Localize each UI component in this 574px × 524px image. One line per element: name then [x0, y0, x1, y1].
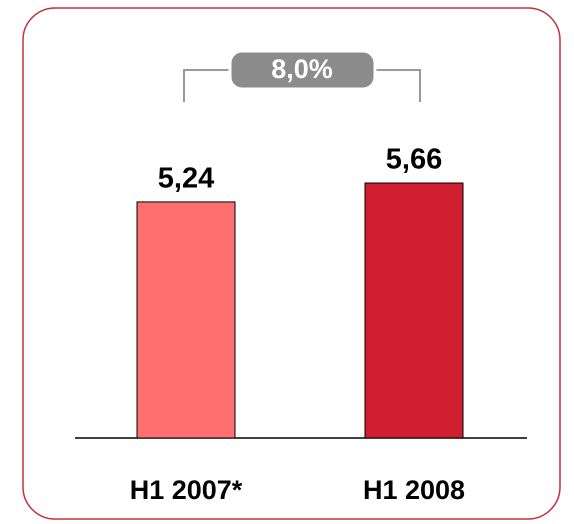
bar	[136, 201, 236, 439]
x-tick-label: H1 2008	[363, 475, 465, 505]
value-label: 5,66	[386, 144, 442, 176]
annotation: 8,0%	[271, 54, 333, 84]
x-tick-label: H1 2007*	[130, 475, 243, 505]
annotation-pill	[228, 49, 377, 91]
value-label: 5,24	[158, 163, 214, 195]
bar	[364, 182, 464, 439]
